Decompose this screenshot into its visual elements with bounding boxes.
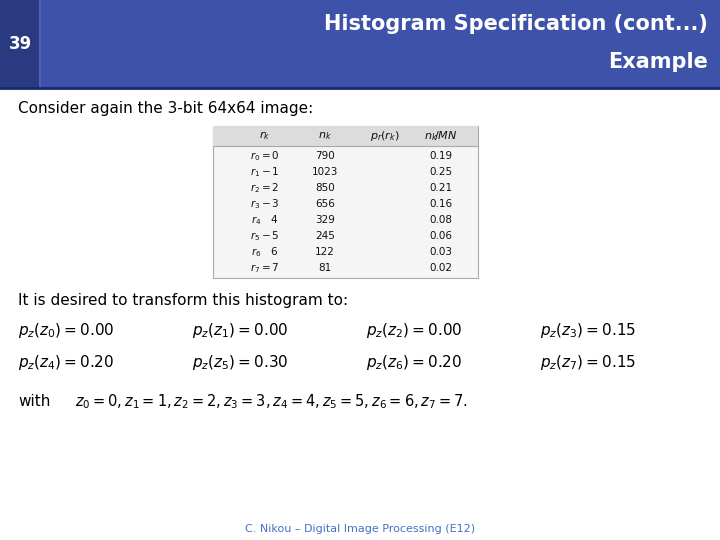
Text: $n_k\!/MN$: $n_k\!/MN$ bbox=[424, 129, 458, 143]
Text: with: with bbox=[18, 395, 50, 409]
Text: $z_0 = 0, z_1 = 1, z_2 = 2, z_3 = 3, z_4 = 4, z_5 = 5, z_6 = 6, z_7 = 7.$: $z_0 = 0, z_1 = 1, z_2 = 2, z_3 = 3, z_4… bbox=[75, 393, 468, 411]
Text: $p_z(z_4) = 0.20$: $p_z(z_4) = 0.20$ bbox=[18, 353, 114, 372]
Text: 0.25: 0.25 bbox=[429, 167, 453, 177]
Text: Example: Example bbox=[608, 52, 708, 72]
Bar bbox=[213, 126, 478, 146]
Text: $n_k$: $n_k$ bbox=[318, 130, 332, 142]
Text: It is desired to transform this histogram to:: It is desired to transform this histogra… bbox=[18, 293, 348, 307]
Text: 0.16: 0.16 bbox=[429, 199, 453, 209]
Text: $r_2 = 2$: $r_2 = 2$ bbox=[251, 181, 280, 195]
Bar bbox=[213, 126, 478, 278]
Text: 0.21: 0.21 bbox=[429, 183, 453, 193]
Text: $r_6 \quad 6$: $r_6 \quad 6$ bbox=[251, 245, 279, 259]
Text: 656: 656 bbox=[315, 199, 335, 209]
Text: 0.03: 0.03 bbox=[430, 247, 452, 257]
Text: 81: 81 bbox=[318, 263, 332, 273]
Text: 245: 245 bbox=[315, 231, 335, 241]
Text: $p_z(z_6) = 0.20$: $p_z(z_6) = 0.20$ bbox=[366, 353, 462, 372]
Text: $r_5 - 5$: $r_5 - 5$ bbox=[250, 229, 280, 243]
Text: 850: 850 bbox=[315, 183, 335, 193]
Text: Histogram Specification (cont...): Histogram Specification (cont...) bbox=[324, 14, 708, 34]
Text: $r_7 = 7$: $r_7 = 7$ bbox=[250, 261, 280, 275]
Text: 0.19: 0.19 bbox=[429, 151, 453, 161]
Text: $p_z(z_1) = 0.00$: $p_z(z_1) = 0.00$ bbox=[192, 321, 289, 340]
Text: $r_0 = 0$: $r_0 = 0$ bbox=[250, 149, 280, 163]
Bar bbox=[0, 0, 720, 88]
Text: 39: 39 bbox=[9, 35, 32, 53]
Text: 0.06: 0.06 bbox=[430, 231, 452, 241]
Text: Consider again the 3-bit 64x64 image:: Consider again the 3-bit 64x64 image: bbox=[18, 100, 313, 116]
Text: 329: 329 bbox=[315, 215, 335, 225]
Text: $p_r(r_k)$: $p_r(r_k)$ bbox=[370, 129, 400, 143]
Text: $r_1 - 1$: $r_1 - 1$ bbox=[251, 165, 280, 179]
Text: C. Nikou – Digital Image Processing (E12): C. Nikou – Digital Image Processing (E12… bbox=[245, 524, 475, 534]
Text: $r_k$: $r_k$ bbox=[259, 130, 271, 143]
Text: 0.02: 0.02 bbox=[430, 263, 452, 273]
Text: $p_z(z_2) = 0.00$: $p_z(z_2) = 0.00$ bbox=[366, 321, 462, 340]
Text: 122: 122 bbox=[315, 247, 335, 257]
Text: $p_z(z_0) = 0.00$: $p_z(z_0) = 0.00$ bbox=[18, 321, 114, 340]
Text: $p_z(z_7) = 0.15$: $p_z(z_7) = 0.15$ bbox=[540, 353, 636, 372]
Text: 1023: 1023 bbox=[312, 167, 338, 177]
Text: 790: 790 bbox=[315, 151, 335, 161]
Text: 0.08: 0.08 bbox=[430, 215, 452, 225]
Text: $p_z(z_5) = 0.30$: $p_z(z_5) = 0.30$ bbox=[192, 353, 289, 372]
Text: $p_z(z_3) = 0.15$: $p_z(z_3) = 0.15$ bbox=[540, 321, 636, 340]
Text: $r_3 - 3$: $r_3 - 3$ bbox=[250, 197, 280, 211]
Text: $r_4 \quad 4$: $r_4 \quad 4$ bbox=[251, 213, 279, 227]
Bar bbox=[0, 0, 40, 88]
